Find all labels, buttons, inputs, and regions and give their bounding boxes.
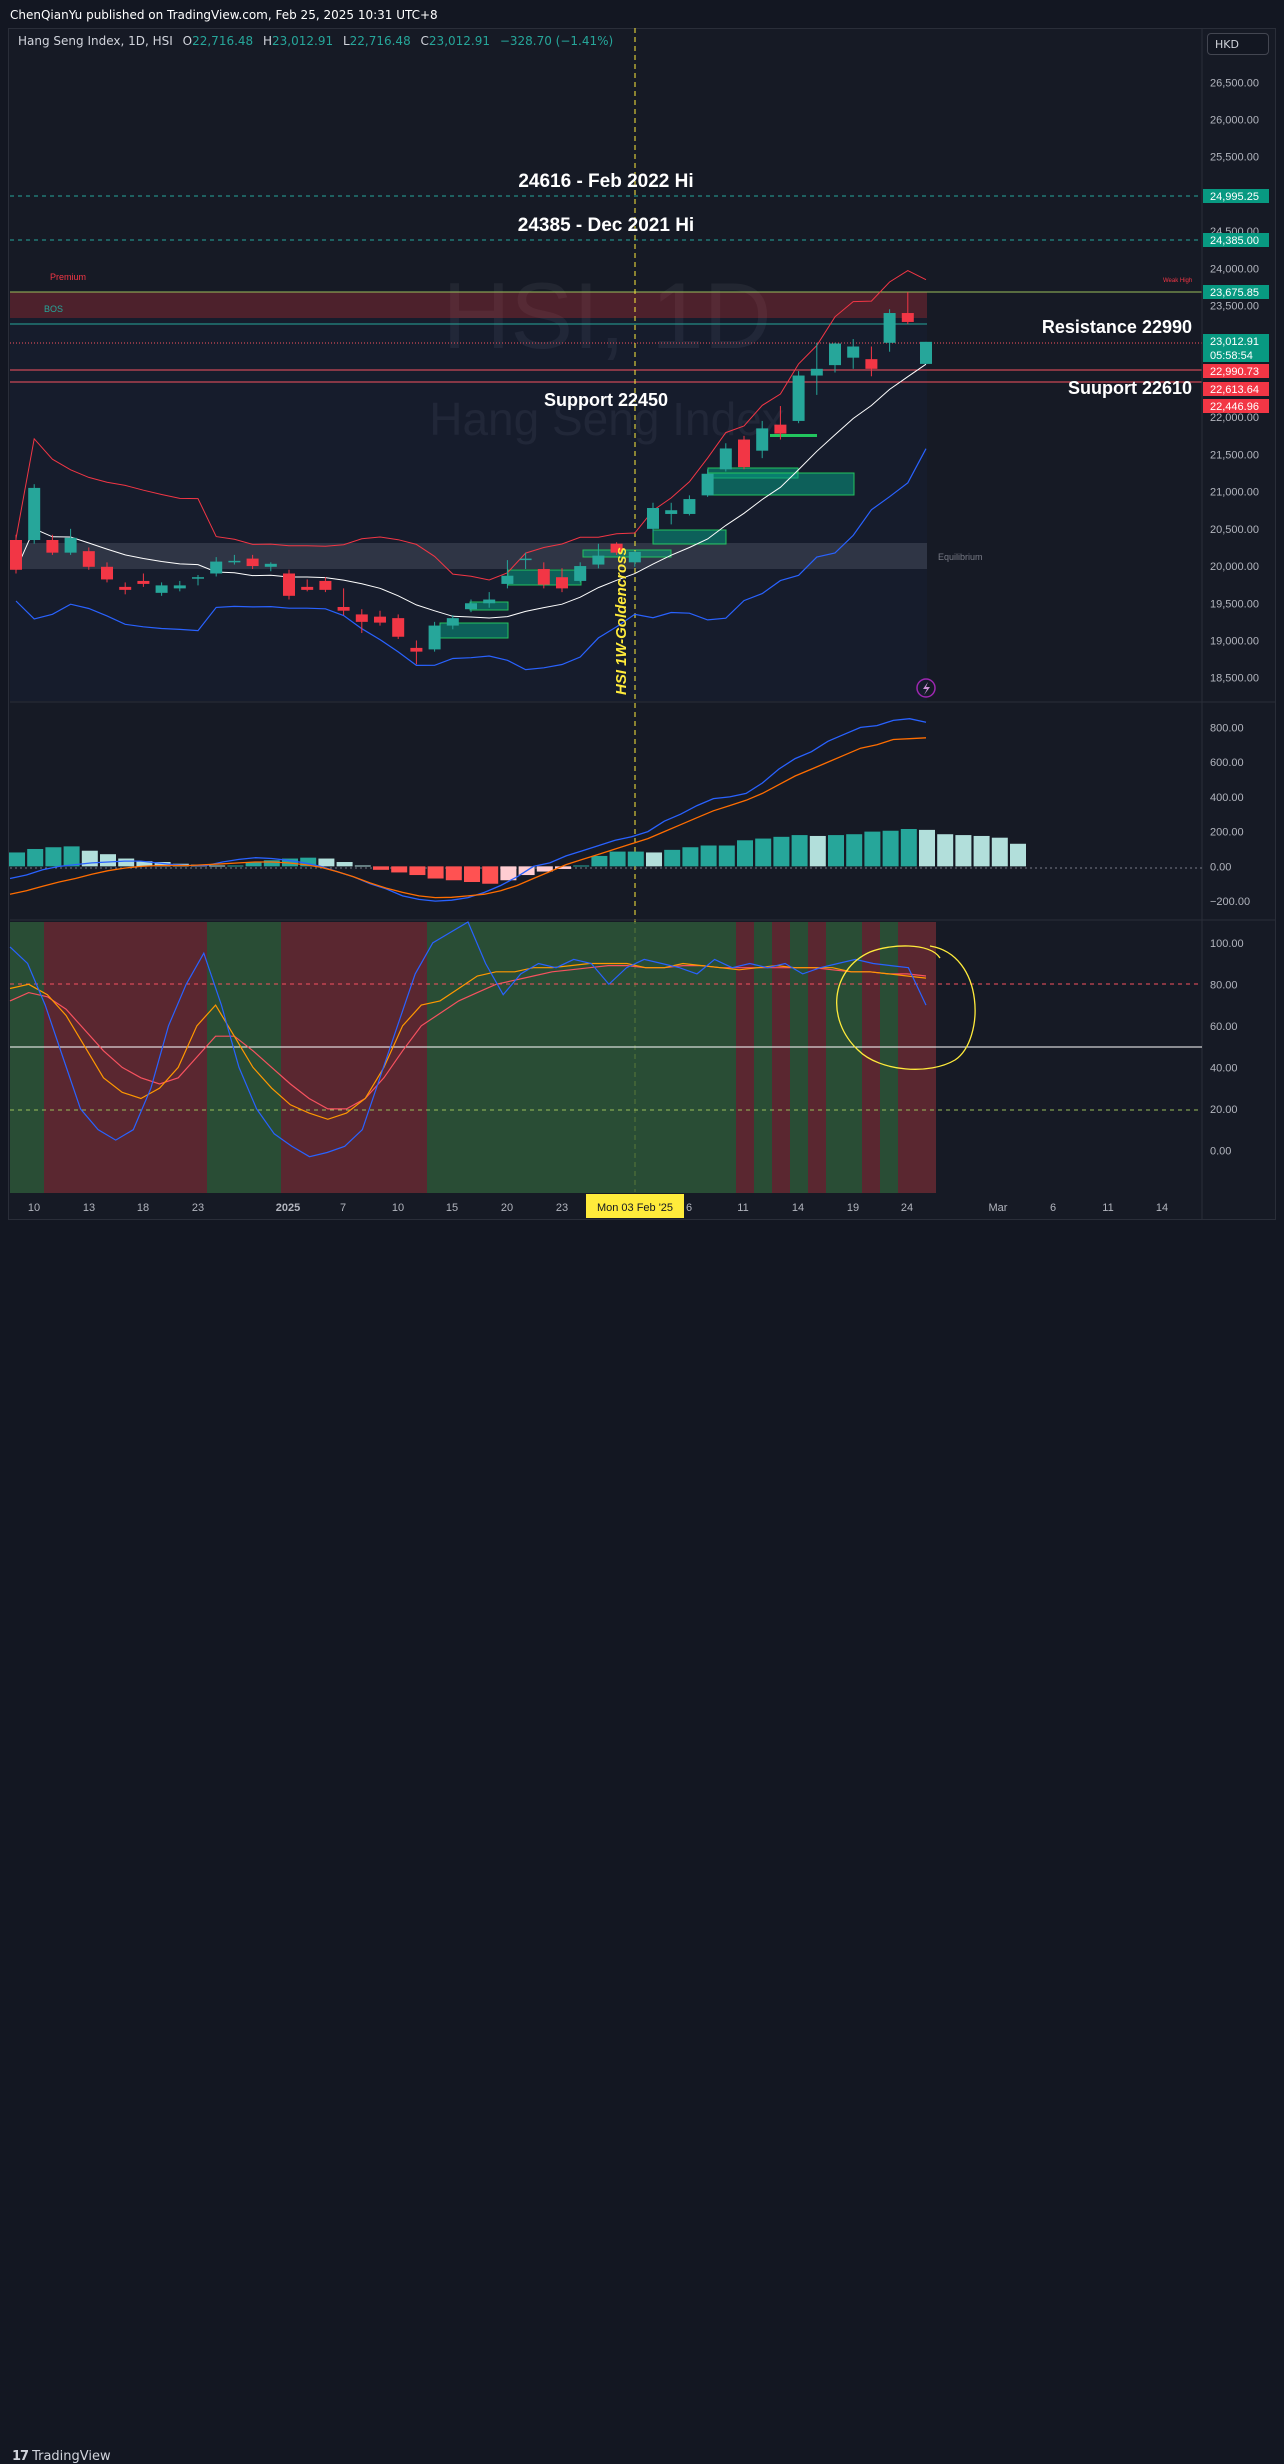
high-value: 23,012.91 <box>272 34 334 48</box>
open-label: O <box>182 34 193 48</box>
publisher-text: ChenQianYu published on TradingView.com,… <box>10 8 438 22</box>
close-value: 23,012.91 <box>428 34 490 48</box>
currency-button[interactable]: HKD <box>1207 33 1269 55</box>
low-value: 22,716.48 <box>349 34 411 48</box>
close-label: C <box>420 34 429 48</box>
footer: 17 TradingView <box>0 1220 1284 2464</box>
tradingview-icon: 17 <box>12 2449 29 2464</box>
tradingview-logo[interactable]: 17 TradingView <box>12 2449 111 2464</box>
publisher-bar: ChenQianYu published on TradingView.com,… <box>0 0 1284 28</box>
symbol-title[interactable]: Hang Seng Index, 1D, HSI <box>18 34 173 48</box>
chart-frame <box>8 28 1276 1220</box>
open-value: 22,716.48 <box>192 34 254 48</box>
change-value: −328.70 (−1.41%) <box>499 34 614 48</box>
high-label: H <box>263 34 273 48</box>
ohlc-legend: Hang Seng Index, 1D, HSI O22,716.48 H23,… <box>18 34 613 48</box>
low-label: L <box>342 34 350 48</box>
